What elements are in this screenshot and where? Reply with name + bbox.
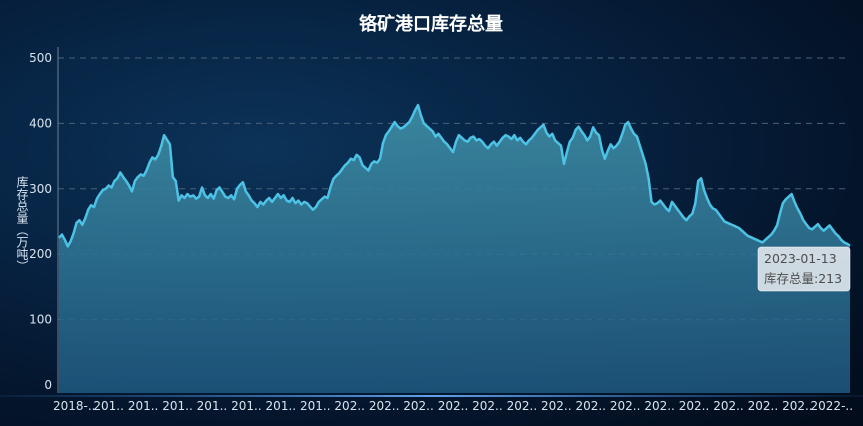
x-tick-label: 202.. (438, 399, 469, 413)
area-layer (58, 103, 851, 393)
y-axis: 0 100 200 300 400 500 (29, 47, 59, 393)
y-tick-label: 0 (44, 378, 52, 392)
x-tick-label: 202.. (507, 399, 538, 413)
tooltip: 2023-01-13 库存总量:213 (757, 246, 851, 292)
x-tick-label: 202.. (403, 399, 434, 413)
x-tick-label: 201.. (197, 399, 228, 413)
x-tick-label: 202.. (369, 399, 400, 413)
x-tick-label: 202.. (644, 399, 675, 413)
x-tick-label: 202.. (541, 399, 572, 413)
series-area-fill (59, 105, 850, 393)
x-tick-label: 201.. (162, 399, 193, 413)
y-tick-label: 200 (29, 247, 52, 261)
tooltip-box (757, 246, 851, 292)
x-tick-label: 201.. (231, 399, 262, 413)
chart-title: 铬矿港口库存总量 (359, 13, 503, 35)
tooltip-date: 2023-01-13 (764, 251, 837, 266)
x-tick-label: 2018-.. (53, 399, 96, 413)
bottom-glow-line (0, 395, 863, 397)
y-tick-label: 500 (29, 51, 52, 65)
x-tick-label: 202.. (748, 399, 779, 413)
x-tick-label: 202.. (472, 399, 503, 413)
x-tick-label: 202.. (334, 399, 365, 413)
x-tick-label: 202.. (782, 399, 813, 413)
series-line-库存总量 (58, 103, 851, 248)
x-axis: 2018-..201.. 201.. 201.. 201.. 201.. 201.. 201… (53, 399, 853, 413)
y-tick-label: 300 (29, 182, 52, 196)
x-tick-label: 202.. (610, 399, 641, 413)
x-tick-label: 201.. (300, 399, 331, 413)
tooltip-value: 库存总量:213 (764, 271, 842, 286)
x-tick-label: 201.. (266, 399, 297, 413)
x-tick-label: 202.. (575, 399, 606, 413)
x-tick-label: 202.. (679, 399, 710, 413)
x-tick-label: 201.. (128, 399, 159, 413)
y-tick-label: 100 (29, 313, 52, 327)
y-axis-label: 库存总量（万吨） (15, 175, 29, 272)
x-tick-label: 2022-.. (811, 399, 854, 413)
x-tick-label: 201.. (93, 399, 124, 413)
y-tick-label: 400 (29, 116, 52, 130)
x-tick-label: 202.. (713, 399, 744, 413)
